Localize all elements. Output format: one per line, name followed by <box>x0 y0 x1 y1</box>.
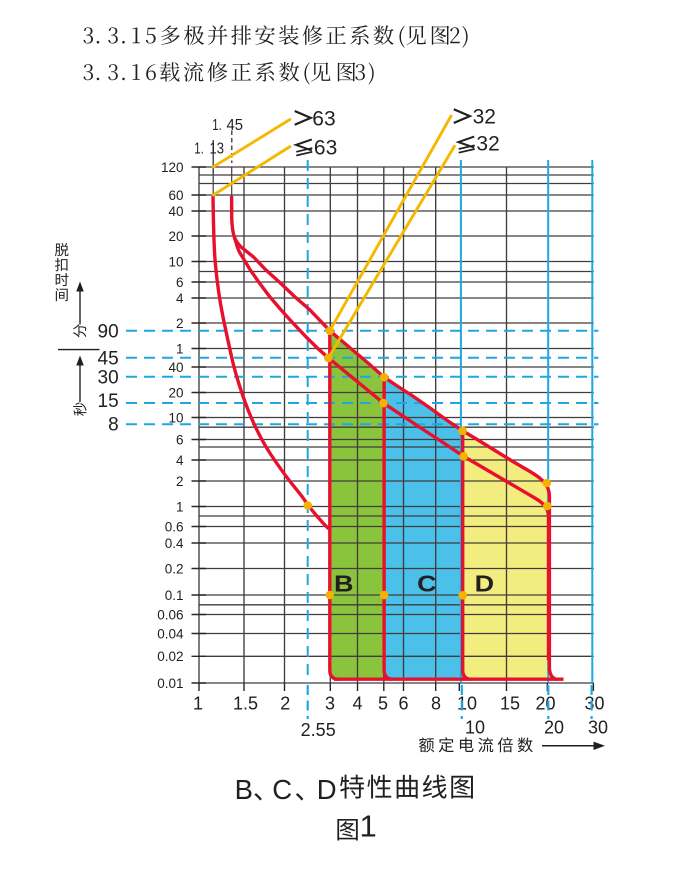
svg-text:1: 1 <box>360 809 377 844</box>
svg-text:10: 10 <box>465 718 485 738</box>
svg-text:2: 2 <box>176 316 184 331</box>
svg-text:1: 1 <box>193 694 203 714</box>
svg-text:B: B <box>334 571 354 597</box>
svg-text:32: 32 <box>473 105 496 128</box>
svg-text:32: 32 <box>476 133 499 156</box>
svg-text:0.2: 0.2 <box>165 561 184 576</box>
svg-text:20: 20 <box>168 385 183 400</box>
svg-text:13: 13 <box>210 140 225 157</box>
svg-text:63: 63 <box>312 107 335 130</box>
svg-text:63: 63 <box>314 137 337 160</box>
svg-text:5: 5 <box>378 694 388 714</box>
svg-text:120: 120 <box>161 160 184 175</box>
svg-text:2: 2 <box>280 694 290 714</box>
svg-text:0.04: 0.04 <box>157 626 184 641</box>
svg-text:15: 15 <box>500 694 520 714</box>
svg-text:60: 60 <box>168 188 183 203</box>
svg-text:10: 10 <box>168 410 183 425</box>
svg-text:30: 30 <box>98 367 119 388</box>
svg-text:6: 6 <box>176 432 184 447</box>
svg-text:45: 45 <box>227 117 244 134</box>
svg-text:40: 40 <box>168 360 183 375</box>
svg-text:20: 20 <box>535 694 555 714</box>
svg-text:30: 30 <box>588 718 608 738</box>
svg-text:0.4: 0.4 <box>165 536 184 551</box>
svg-text:40: 40 <box>168 204 183 219</box>
svg-text:4: 4 <box>176 453 184 468</box>
svg-text:0.6: 0.6 <box>165 519 184 534</box>
svg-text:2: 2 <box>176 474 184 489</box>
svg-text:0.02: 0.02 <box>157 649 183 664</box>
svg-text:D: D <box>475 571 495 597</box>
svg-text:0.01: 0.01 <box>157 676 183 691</box>
svg-text:1.: 1. <box>212 117 222 134</box>
svg-text:45: 45 <box>98 348 119 369</box>
svg-text:10: 10 <box>168 254 183 269</box>
svg-text:0.06: 0.06 <box>157 607 183 622</box>
svg-text:30: 30 <box>584 694 604 714</box>
svg-text:1: 1 <box>176 499 184 514</box>
svg-text:4: 4 <box>352 694 362 714</box>
svg-text:8: 8 <box>431 694 441 714</box>
svg-text:1.5: 1.5 <box>233 694 258 714</box>
svg-text:C: C <box>417 571 437 597</box>
svg-text:6: 6 <box>398 694 408 714</box>
svg-text:10: 10 <box>457 694 477 714</box>
svg-text:90: 90 <box>98 321 119 342</box>
svg-text:3: 3 <box>325 694 335 714</box>
svg-text:1.: 1. <box>194 140 204 157</box>
svg-text:15: 15 <box>98 391 119 412</box>
svg-text:1: 1 <box>176 341 184 356</box>
svg-text:D: D <box>317 774 337 805</box>
svg-text:4: 4 <box>176 291 184 306</box>
svg-text:6: 6 <box>176 275 184 290</box>
svg-text:20: 20 <box>168 229 183 244</box>
svg-text:8: 8 <box>108 415 119 436</box>
svg-text:C: C <box>272 774 292 805</box>
svg-text:0.1: 0.1 <box>165 588 184 603</box>
svg-text:B: B <box>235 774 253 805</box>
svg-text:20: 20 <box>544 718 564 738</box>
svg-text:2.55: 2.55 <box>301 720 336 740</box>
